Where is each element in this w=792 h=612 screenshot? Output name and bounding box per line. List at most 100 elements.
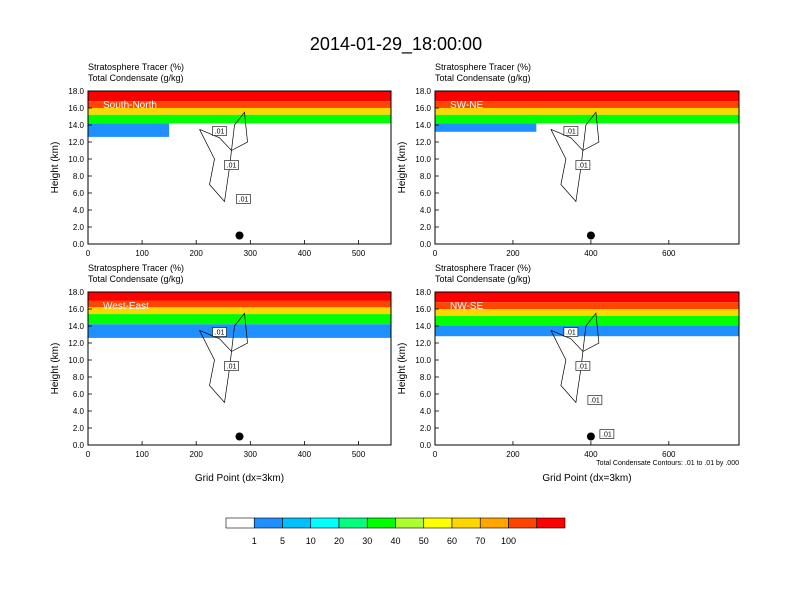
colorbar-label: 20 [334,536,344,546]
field-label: Stratosphere Tracer (%) [435,263,531,273]
panel-1: Stratosphere Tracer (%)Total Condensate … [50,62,392,258]
tracer-band [88,101,391,108]
colorbar-label: 5 [280,536,285,546]
y-tick-label: 16.0 [415,305,431,314]
y-tick-label: 16.0 [415,104,431,113]
y-tick-label: 0.0 [73,441,85,450]
figure-title: 2014-01-29_18:00:00 [310,34,482,55]
y-tick-label: 14.0 [415,322,431,331]
location-marker [586,432,595,441]
y-tick-label: 6.0 [420,189,432,198]
x-tick-label: 500 [352,249,366,258]
field-label: Total Condensate (g/kg) [88,73,184,83]
x-tick-label: 0 [433,249,438,258]
colorbar-cell [423,517,453,529]
y-tick-label: 12.0 [68,339,84,348]
y-tick-label: 4.0 [420,407,432,416]
condensate-contour [199,111,248,203]
contour-label: .01 [227,163,237,170]
colorbar-label: 30 [362,536,372,546]
location-marker [586,231,595,240]
tracer-band [88,91,391,102]
y-tick-label: 0.0 [73,240,85,249]
y-tick-label: 10.0 [415,356,431,365]
tracer-band [88,292,391,301]
colorbar-label: 70 [475,536,485,546]
condensate-contour [199,312,248,404]
plot-frame [87,90,392,245]
tracer-band [435,101,739,108]
x-tick-label: 300 [244,249,258,258]
y-tick-label: 0.0 [420,441,432,450]
x-tick-label: 400 [298,249,312,258]
tracer-band [435,315,739,326]
condensate-contour [550,312,600,404]
contour-label: .01 [566,129,576,136]
y-tick-label: 4.0 [73,206,85,215]
location-marker [235,231,244,240]
colorbar-label: 10 [306,536,316,546]
colorbar-cell [479,517,509,529]
x-tick-label: 600 [662,249,676,258]
y-tick-label: 18.0 [415,87,431,96]
contour-label: .01 [590,398,600,405]
y-tick-label: 6.0 [73,189,85,198]
cross-section-label: West-East [103,301,149,312]
colorbar-cell [338,517,368,529]
contour-label: .01 [239,197,249,204]
contour-label: .01 [215,330,225,337]
y-axis-label: Height (km) [397,343,408,395]
y-tick-label: 16.0 [68,305,84,314]
contour-label: .01 [578,364,588,371]
contour-label-box [575,160,591,170]
y-tick-label: 10.0 [68,155,84,164]
colorbar-label: 100 [501,536,516,546]
condensate-contour [550,111,600,203]
panel-2: Stratosphere Tracer (%)Total Condensate … [397,62,740,258]
tracer-band [435,91,739,102]
y-tick-label: 8.0 [73,172,85,181]
x-tick-label: 400 [584,450,598,459]
x-tick-label: 100 [135,450,149,459]
x-axis-label: Grid Point (dx=3km) [542,473,631,484]
plot-frame [434,291,740,446]
y-tick-label: 14.0 [415,121,431,130]
contour-label-box [563,327,579,337]
x-tick-label: 200 [506,450,520,459]
tracer-band [88,108,391,115]
contour-label-box [599,429,615,439]
footnote: Total Condensate Contours: .01 to .01 by… [596,460,739,467]
location-marker [235,432,244,441]
colorbar-label: 60 [447,536,457,546]
tracer-band [435,302,739,309]
contour-label: .01 [578,163,588,170]
panel-4: Stratosphere Tracer (%) Total Condensate … [397,263,740,484]
tracer-band [435,292,739,303]
y-tick-label: 8.0 [420,373,432,382]
tracer-band [435,123,537,132]
contour-label-box [587,395,603,405]
y-tick-label: 6.0 [73,390,85,399]
tracer-band [88,307,391,315]
field-label: Stratosphere Tracer (%) [88,263,184,273]
tracer-band [435,309,739,316]
y-tick-label: 10.0 [415,155,431,164]
x-tick-label: 400 [584,249,598,258]
y-tick-label: 14.0 [68,121,84,130]
contour-label-box [212,126,227,136]
y-tick-label: 14.0 [68,322,84,331]
panel-3: Stratosphere Tracer (%)Total Condensate … [50,263,392,484]
x-tick-label: 500 [352,450,366,459]
plot-frame [434,90,740,245]
contour-label-box [236,194,251,204]
x-tick-label: 200 [506,249,520,258]
colorbar-cell [282,517,312,529]
contour-label-box [224,361,239,371]
tracer-band [88,324,391,338]
tracer-band [435,108,739,115]
y-tick-label: 12.0 [68,138,84,147]
contour-label: .01 [227,364,237,371]
y-axis-label: Height (km) [50,142,61,194]
field-label: Total Condensate (g/kg) [88,274,184,284]
colorbar-label: 50 [419,536,429,546]
